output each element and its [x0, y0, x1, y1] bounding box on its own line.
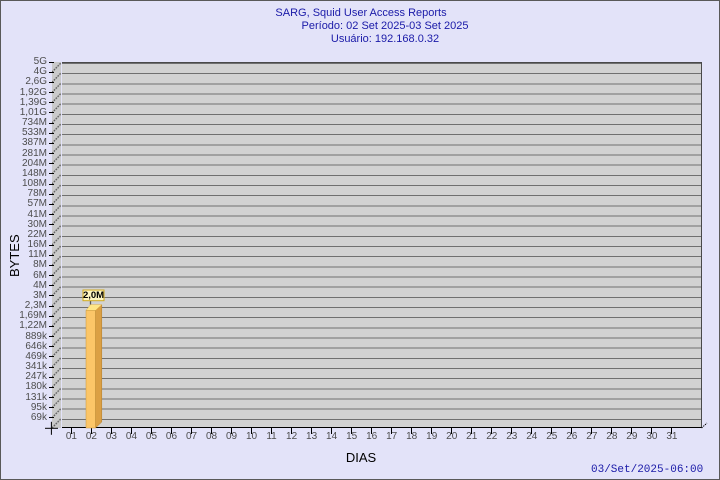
svg-text:2,0M: 2,0M	[83, 290, 104, 301]
